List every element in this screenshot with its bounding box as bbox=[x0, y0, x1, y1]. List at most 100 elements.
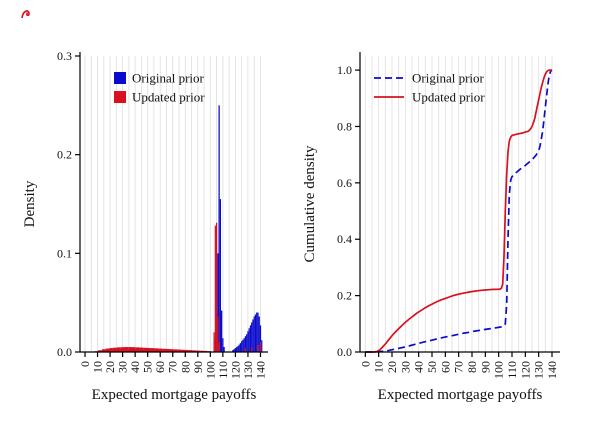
x-tick-label: 130 bbox=[532, 361, 546, 379]
y-axis-title: Density bbox=[22, 180, 38, 227]
histogram-bar bbox=[257, 345, 259, 352]
x-tick-label: 30 bbox=[116, 361, 130, 373]
x-tick-label: 80 bbox=[178, 361, 192, 373]
y-tick-label: 0.3 bbox=[57, 49, 72, 63]
corner-mark bbox=[21, 10, 30, 19]
histogram-bar bbox=[158, 348, 163, 352]
histogram-bar bbox=[251, 322, 253, 352]
histogram-bar bbox=[169, 349, 174, 352]
histogram-bar bbox=[244, 348, 247, 352]
histogram-bar bbox=[150, 348, 155, 352]
histogram-bar bbox=[113, 347, 117, 352]
histogram-bar bbox=[173, 349, 178, 352]
legend: Original prior Updated prior bbox=[114, 71, 205, 105]
histogram-bar bbox=[261, 340, 263, 352]
histogram-bar bbox=[195, 350, 200, 352]
x-tick-label: 0 bbox=[358, 361, 372, 367]
histogram-bar bbox=[237, 346, 239, 352]
histogram-bar bbox=[233, 349, 235, 352]
histogram-bar bbox=[222, 338, 224, 352]
x-tick-label: 90 bbox=[191, 361, 205, 373]
histogram-bar bbox=[221, 310, 223, 352]
x-tick-label: 80 bbox=[465, 361, 479, 373]
x-axis-title: Expected mortgage payoffs bbox=[92, 387, 257, 403]
series-updated-prior bbox=[365, 69, 552, 353]
histogram-bar bbox=[192, 350, 196, 352]
legend-label: Original prior bbox=[132, 71, 205, 86]
x-tick-label: 100 bbox=[492, 361, 506, 379]
x-tick-label: 20 bbox=[103, 361, 117, 373]
histogram-bar bbox=[199, 350, 204, 352]
histogram-bar bbox=[218, 105, 220, 352]
axes bbox=[75, 52, 268, 357]
legend-label: Updated prior bbox=[412, 90, 485, 105]
histogram-bar bbox=[254, 314, 257, 352]
x-tick-label: 60 bbox=[438, 361, 452, 373]
histogram-bar bbox=[128, 347, 133, 352]
x-tick-label: 110 bbox=[505, 361, 519, 379]
histogram-bar bbox=[214, 225, 216, 352]
y-axis-title: Cumulative density bbox=[302, 145, 318, 263]
histogram-bar bbox=[180, 349, 185, 352]
histogram-bar bbox=[236, 347, 238, 352]
histogram-bar bbox=[188, 350, 193, 352]
histogram-bar bbox=[259, 342, 262, 352]
x-tick-label: 60 bbox=[153, 361, 167, 373]
x-tick-label: 10 bbox=[372, 361, 386, 373]
histogram-bar bbox=[223, 347, 225, 352]
histogram-bar bbox=[234, 348, 237, 352]
histogram-bar bbox=[248, 328, 250, 352]
legend-swatch bbox=[114, 72, 126, 84]
gridlines bbox=[84, 56, 261, 352]
axes bbox=[355, 52, 560, 357]
histogram-bar bbox=[218, 342, 220, 352]
histogram-bar bbox=[232, 350, 234, 352]
histogram-bar bbox=[249, 325, 252, 352]
histogram-bar bbox=[246, 334, 248, 352]
histogram-bar bbox=[165, 348, 170, 352]
histogram-bar bbox=[116, 347, 121, 352]
legend-label: Updated prior bbox=[132, 90, 205, 105]
histogram-bar bbox=[109, 348, 114, 352]
histogram-bar bbox=[139, 347, 144, 352]
x-tick-label: 140 bbox=[545, 361, 559, 379]
histogram-bar bbox=[247, 331, 249, 352]
histogram-bar bbox=[184, 349, 189, 352]
y-tick-label: 0.0 bbox=[337, 345, 352, 359]
histogram-bar bbox=[244, 336, 247, 352]
histogram-bar bbox=[219, 199, 221, 352]
histogram-bar bbox=[143, 347, 148, 352]
histogram-bar bbox=[217, 316, 219, 352]
x-tick-label: 70 bbox=[166, 361, 180, 373]
y-tick-label: 1.0 bbox=[337, 63, 352, 77]
x-tick-label: 120 bbox=[228, 361, 242, 379]
histogram-bar bbox=[154, 348, 159, 352]
cumulative-plot: 0 10 20 30 40 50 60 70 80 90 100 110 120 130 140 0.0 0.2… bbox=[302, 52, 560, 403]
histogram-bar bbox=[217, 253, 219, 352]
histogram-bar bbox=[238, 344, 240, 352]
x-tick-label: 20 bbox=[385, 361, 399, 373]
series-original-prior bbox=[365, 69, 553, 353]
y-tick-label: 0.8 bbox=[337, 119, 352, 133]
x-tick-label: 50 bbox=[141, 361, 155, 373]
histogram-bar bbox=[242, 339, 244, 352]
histogram-bar bbox=[101, 349, 106, 352]
x-tick-label: 70 bbox=[452, 361, 466, 373]
histogram-bar bbox=[98, 350, 102, 352]
x-tick-label: 50 bbox=[425, 361, 439, 373]
histogram-bar bbox=[135, 347, 140, 352]
histogram-bar bbox=[124, 347, 129, 352]
series-updated-prior bbox=[94, 222, 262, 352]
cdf-line bbox=[365, 69, 553, 353]
legend: Original prior Updated prior bbox=[374, 71, 485, 105]
histogram-bar bbox=[257, 312, 259, 352]
histogram-bar bbox=[105, 348, 110, 352]
histogram-bar bbox=[251, 347, 253, 352]
y-tick-label: 0.2 bbox=[337, 289, 352, 303]
x-tick-label: 100 bbox=[203, 361, 217, 379]
y-tick-label: 0.1 bbox=[57, 246, 72, 260]
x-tick-label: 120 bbox=[518, 361, 532, 379]
y-tick-label: 0.2 bbox=[57, 148, 72, 162]
